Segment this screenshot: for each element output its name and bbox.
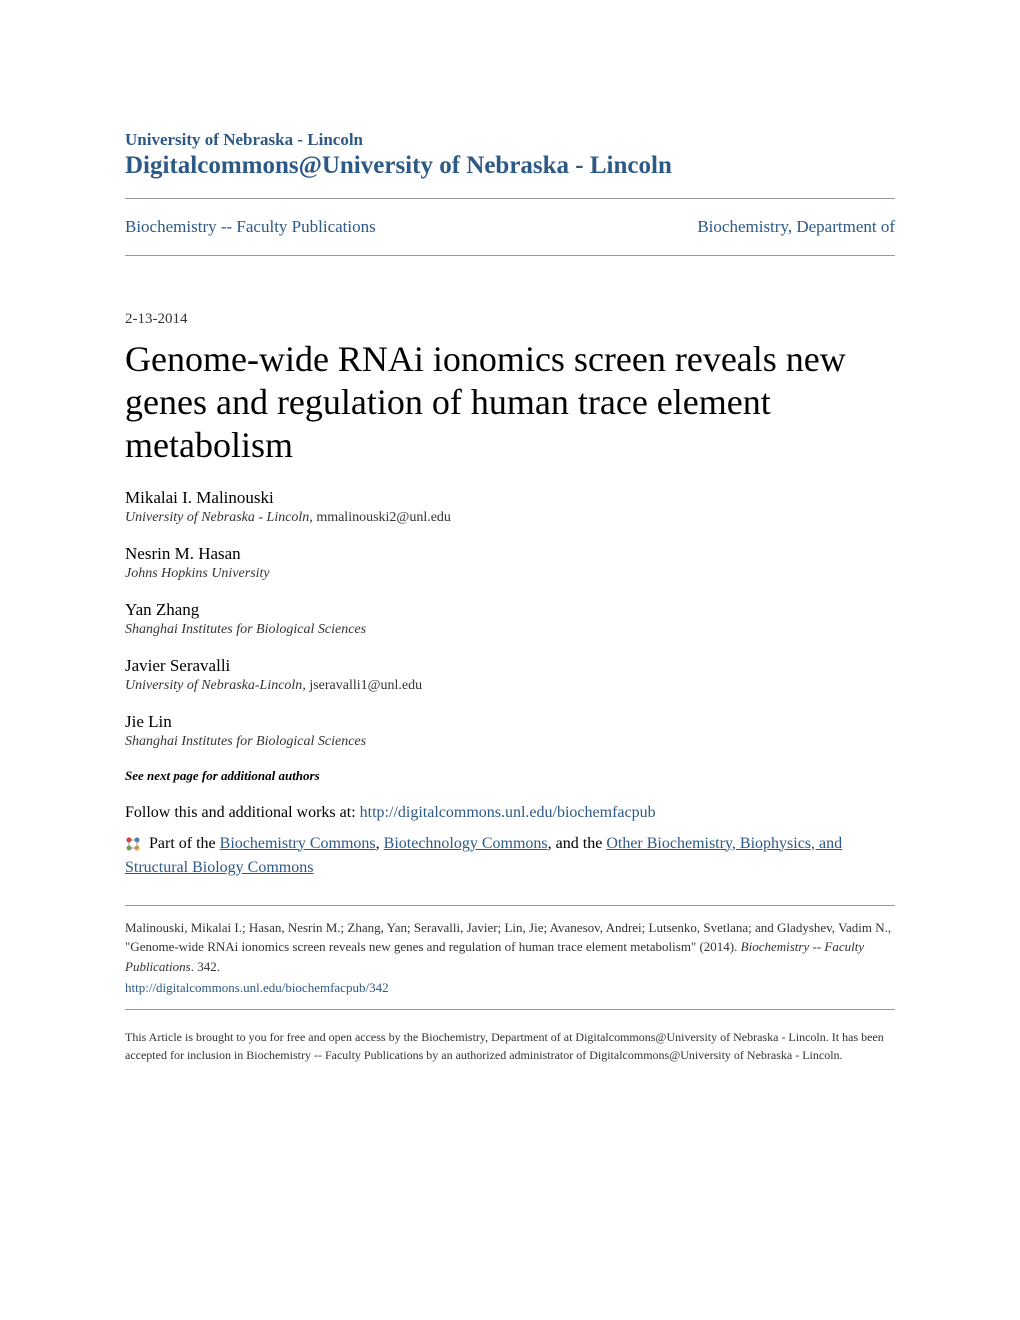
breadcrumb-left-link[interactable]: Biochemistry -- Faculty Publications xyxy=(125,217,376,237)
network-icon xyxy=(125,836,141,852)
author-name: Jie Lin xyxy=(125,712,895,732)
follow-text: Follow this and additional works at: xyxy=(125,804,360,821)
author-name: Mikalai I. Malinouski xyxy=(125,488,895,508)
publication-date: 2-13-2014 xyxy=(125,311,895,328)
commons-line: Part of the Biochemistry Commons, Biotec… xyxy=(125,832,895,880)
commons-sep-1: , xyxy=(376,835,384,852)
author-affiliation: Shanghai Institutes for Biological Scien… xyxy=(125,734,366,749)
follow-link-line: Follow this and additional works at: htt… xyxy=(125,804,895,822)
author-email: , jseravalli1@unl.edu xyxy=(302,678,422,693)
breadcrumb: Biochemistry -- Faculty Publications Bio… xyxy=(125,207,895,247)
author-block-0: Mikalai I. Malinouski University of Nebr… xyxy=(125,488,895,526)
follow-url-link[interactable]: http://digitalcommons.unl.edu/biochemfac… xyxy=(360,804,656,821)
author-name: Nesrin M. Hasan xyxy=(125,544,895,564)
commons-sep-2: , and the xyxy=(548,835,607,852)
author-affiliation: Shanghai Institutes for Biological Scien… xyxy=(125,622,366,637)
divider-citation-top xyxy=(125,905,895,906)
author-block-3: Javier Seravalli University of Nebraska-… xyxy=(125,656,895,694)
commons-prefix: Part of the xyxy=(149,835,220,852)
author-block-2: Yan Zhang Shanghai Institutes for Biolog… xyxy=(125,600,895,638)
header: University of Nebraska - Lincoln Digital… xyxy=(125,130,895,180)
repository-name[interactable]: Digitalcommons@University of Nebraska - … xyxy=(125,152,895,180)
see-next-page: See next page for additional authors xyxy=(125,768,895,784)
author-block-1: Nesrin M. Hasan Johns Hopkins University xyxy=(125,544,895,582)
author-affiliation-line: University of Nebraska-Lincoln, jseraval… xyxy=(125,676,895,694)
author-affiliation-line: Johns Hopkins University xyxy=(125,564,895,582)
commons-link-1[interactable]: Biochemistry Commons xyxy=(220,835,376,852)
author-affiliation: University of Nebraska - Lincoln xyxy=(125,510,309,525)
author-affiliation: Johns Hopkins University xyxy=(125,566,270,581)
citation-block: Malinouski, Mikalai I.; Hasan, Nesrin M.… xyxy=(125,918,895,977)
author-name: Yan Zhang xyxy=(125,600,895,620)
institution-name: University of Nebraska - Lincoln xyxy=(125,130,895,150)
author-affiliation-line: Shanghai Institutes for Biological Scien… xyxy=(125,620,895,638)
author-affiliation-line: Shanghai Institutes for Biological Scien… xyxy=(125,732,895,750)
author-email: , mmalinouski2@unl.edu xyxy=(309,510,451,525)
citation-number: . 342. xyxy=(191,959,220,974)
author-block-4: Jie Lin Shanghai Institutes for Biologic… xyxy=(125,712,895,750)
author-name: Javier Seravalli xyxy=(125,656,895,676)
footer-text: This Article is brought to you for free … xyxy=(125,1028,895,1064)
breadcrumb-right-link[interactable]: Biochemistry, Department of xyxy=(697,217,895,237)
citation-link[interactable]: http://digitalcommons.unl.edu/biochemfac… xyxy=(125,980,389,995)
divider-top xyxy=(125,198,895,199)
author-affiliation-line: University of Nebraska - Lincoln, mmalin… xyxy=(125,508,895,526)
divider-breadcrumb xyxy=(125,255,895,256)
paper-title: Genome-wide RNAi ionomics screen reveals… xyxy=(125,338,895,468)
author-affiliation: University of Nebraska-Lincoln xyxy=(125,678,302,693)
commons-link-2[interactable]: Biotechnology Commons xyxy=(384,835,548,852)
divider-citation-bottom xyxy=(125,1009,895,1010)
